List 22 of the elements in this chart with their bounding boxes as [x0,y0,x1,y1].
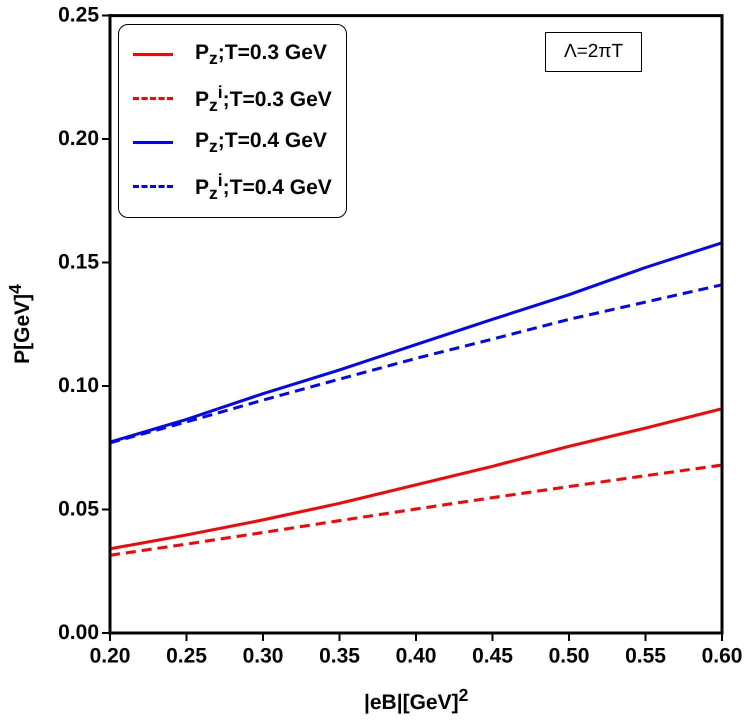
x-tick-label: 0.30 [242,644,284,668]
x-tick-label: 0.55 [625,644,666,668]
annotation: Λ=2πT [545,32,642,72]
line-series [110,464,722,557]
y-tick-label: 0.05 [58,497,100,520]
legend-label: P$_{z}$;T=0.4 GeV [195,128,327,157]
x-tick-label: 0.50 [548,644,590,668]
y-tick-label: 0.20 [58,126,99,150]
x-tick-label: 0.20 [90,644,130,668]
x-tick-label: 0.25 [166,644,208,668]
x-tick-label: 0.60 [702,644,742,668]
x-tick-label: 0.45 [472,644,514,668]
legend-label: P$_{z}$$^{i}$;T=0.3 GeV [195,82,332,116]
legend-label: P$_{z}$$^{i}$;T=0.4 GeV [195,170,332,204]
y-tick-label: 0.25 [58,3,100,26]
x-axis-title: |eB|[GeV]$^{2}$ [364,685,468,715]
x-tick-label: 0.40 [396,644,436,668]
y-tick-label: 0.00 [58,620,99,644]
x-tick-label: 0.35 [319,644,360,668]
legend-label: P$_{z}$;T=0.3 GeV [195,40,327,69]
y-tick-label: 0.15 [58,250,100,274]
y-tick-label: 0.10 [58,374,99,397]
